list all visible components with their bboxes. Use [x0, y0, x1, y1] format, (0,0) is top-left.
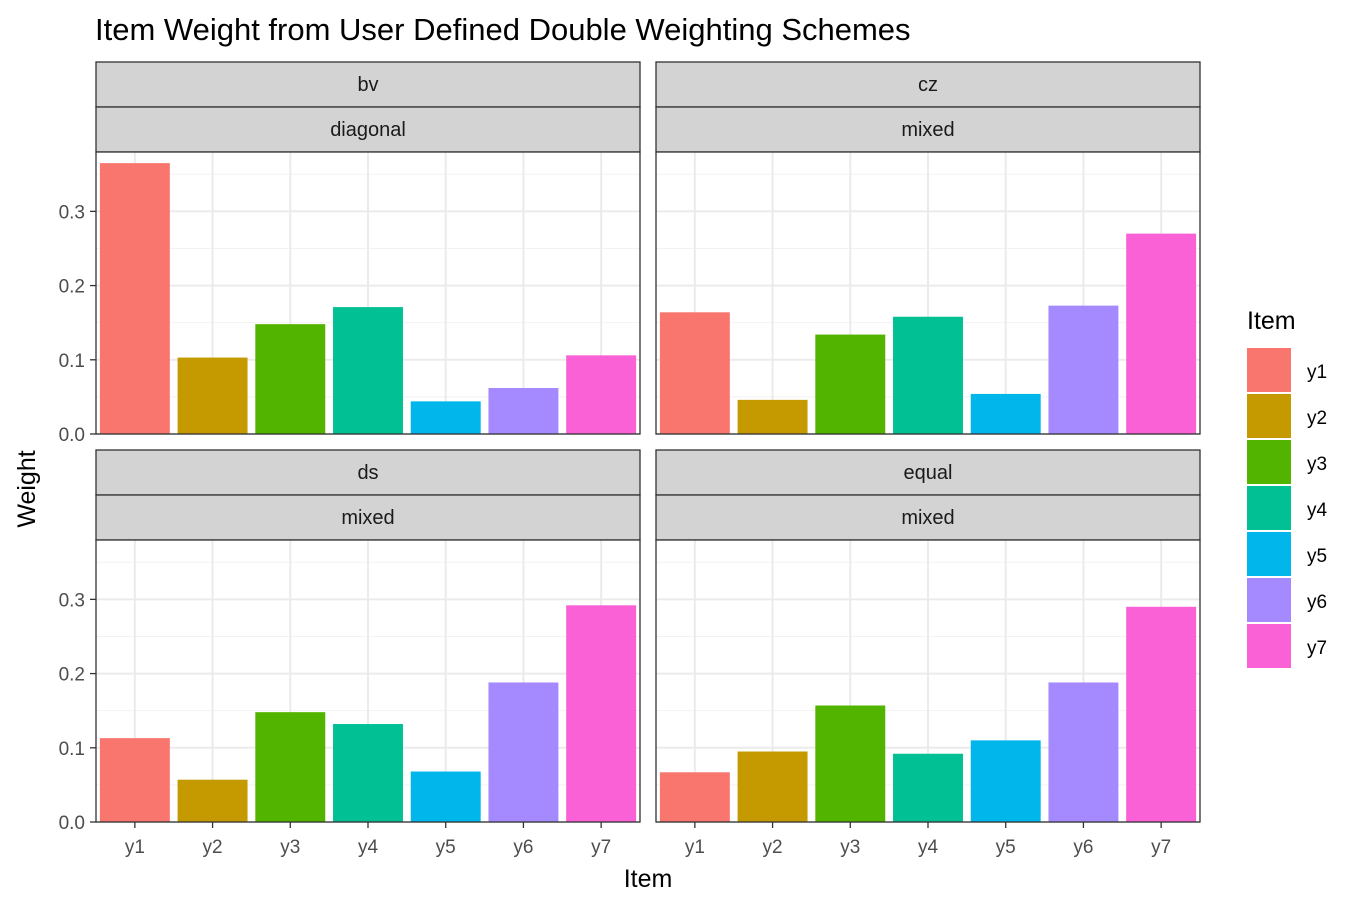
- bar-y3: [255, 712, 326, 822]
- legend: Item y1 y2 y3 y4 y5 y6 y7: [1247, 307, 1328, 668]
- bar-y1: [659, 772, 730, 822]
- bar-y5: [970, 393, 1041, 434]
- bar-y2: [737, 751, 808, 822]
- y-tick-label: 0.0: [59, 813, 85, 834]
- x-tick-label: y2: [763, 837, 783, 858]
- facet-strip-outer: [655, 61, 1201, 108]
- bar-y7: [1126, 233, 1197, 434]
- panel-border: [655, 151, 1201, 435]
- legend-key-y1: [1247, 348, 1291, 392]
- facet-strip-label-inner: mixed: [901, 507, 954, 529]
- x-tick-label: y5: [436, 837, 456, 858]
- bar-y1: [99, 163, 170, 434]
- bar-y5: [970, 740, 1041, 822]
- x-tick-label: y4: [358, 837, 379, 858]
- bar-y1: [659, 312, 730, 434]
- x-tick-label: y3: [280, 837, 300, 858]
- x-tick-label: y7: [1151, 837, 1171, 858]
- y-tick-label: 0.3: [59, 590, 85, 611]
- y-tick-label: 0.2: [59, 277, 85, 298]
- bar-y5: [410, 771, 481, 822]
- legend-key-y7: [1247, 624, 1291, 668]
- legend-key-y4: [1247, 486, 1291, 530]
- bar-y7: [566, 605, 637, 822]
- y-tick-label: 0.1: [59, 739, 85, 760]
- legend-label: y2: [1307, 408, 1327, 429]
- bar-y4: [893, 753, 963, 822]
- legend-label: y6: [1307, 592, 1327, 613]
- bar-y7: [1126, 606, 1197, 822]
- bar-y3: [815, 334, 886, 434]
- facet-strip-label-outer: ds: [357, 462, 378, 484]
- x-tick-label: y6: [513, 837, 533, 858]
- legend-key-y5: [1247, 532, 1291, 576]
- bar-y3: [255, 324, 326, 434]
- facet-strip-label-outer: cz: [918, 74, 938, 96]
- facet-strip-label-outer: equal: [904, 462, 953, 484]
- x-tick-label: y5: [996, 837, 1016, 858]
- x-tick-label: y3: [840, 837, 860, 858]
- legend-label: y5: [1307, 546, 1327, 567]
- x-tick-label: y4: [918, 837, 939, 858]
- bar-y6: [488, 387, 559, 434]
- bar-y5: [410, 401, 481, 434]
- x-tick-label: y1: [125, 837, 145, 858]
- bar-y6: [488, 682, 559, 822]
- x-tick-label: y7: [591, 837, 611, 858]
- legend-title: Item: [1247, 307, 1296, 335]
- legend-key-y6: [1247, 578, 1291, 622]
- x-tick-label: y1: [685, 837, 705, 858]
- bar-y4: [333, 724, 403, 822]
- facet-panel: equal mixed y1 y2 y3 y4 y5 y6 y7: [655, 449, 1201, 858]
- y-axis-title: Weight: [13, 450, 41, 527]
- chart-title: Item Weight from User Defined Double Wei…: [95, 12, 911, 47]
- legend-label: y4: [1307, 500, 1328, 521]
- bar-y4: [893, 316, 963, 434]
- facet-panels: bv diagonal 0.0 0.1 0.2 0.3 cz mixed ds mixed 0.0 0…: [59, 61, 1201, 858]
- legend-label: y7: [1307, 638, 1327, 659]
- x-tick-label: y2: [203, 837, 223, 858]
- legend-label: y3: [1307, 454, 1327, 475]
- bar-y4: [333, 307, 403, 434]
- facet-strip-label-inner: diagonal: [330, 119, 406, 141]
- facet-strip-label-inner: mixed: [341, 507, 394, 529]
- legend-key-y3: [1247, 440, 1291, 484]
- panel-border: [95, 151, 641, 435]
- facet-strip-label-inner: mixed: [901, 119, 954, 141]
- facet-panel: ds mixed 0.0 0.1 0.2 0.3 y1 y2 y3 y4 y5 y6 y7: [59, 449, 641, 858]
- y-tick-label: 0.2: [59, 665, 85, 686]
- bar-y1: [99, 738, 170, 822]
- legend-key-y2: [1247, 394, 1291, 438]
- facet-panel: bv diagonal 0.0 0.1 0.2 0.3: [59, 61, 641, 446]
- facet-panel: cz mixed: [655, 61, 1201, 435]
- bar-y6: [1048, 305, 1119, 434]
- x-axis-title: Item: [624, 865, 673, 893]
- bar-y7: [566, 355, 637, 434]
- facet-strip-label-outer: bv: [357, 74, 378, 96]
- facet-strip-inner: [95, 494, 641, 541]
- facet-strip-inner: [655, 106, 1201, 153]
- bar-y2: [177, 779, 248, 822]
- legend-label: y1: [1307, 362, 1327, 383]
- facet-strip-inner: [95, 106, 641, 153]
- facet-strip-outer: [95, 61, 641, 108]
- y-tick-label: 0.1: [59, 351, 85, 372]
- y-tick-label: 0.3: [59, 202, 85, 223]
- bar-y6: [1048, 682, 1119, 822]
- y-tick-label: 0.0: [59, 425, 85, 446]
- x-tick-label: y6: [1073, 837, 1093, 858]
- bar-y2: [737, 399, 808, 434]
- facet-strip-inner: [655, 494, 1201, 541]
- bar-y3: [815, 705, 886, 822]
- bar-y2: [177, 357, 248, 434]
